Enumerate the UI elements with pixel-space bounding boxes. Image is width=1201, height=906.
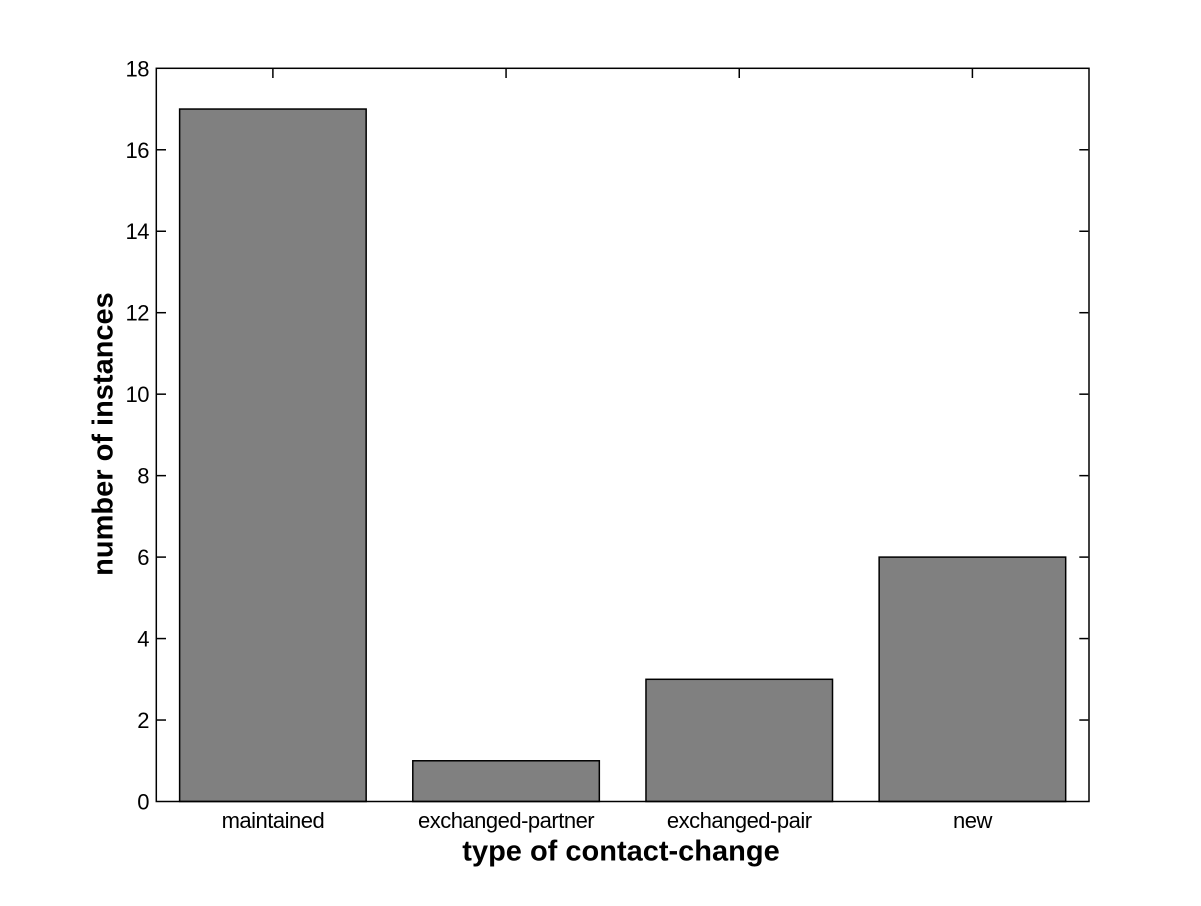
- svg-text:new: new: [953, 808, 992, 833]
- svg-text:14: 14: [126, 219, 150, 244]
- svg-text:6: 6: [137, 545, 149, 570]
- svg-text:exchanged-partner: exchanged-partner: [418, 808, 594, 833]
- svg-text:10: 10: [126, 382, 150, 407]
- svg-text:12: 12: [126, 301, 150, 326]
- svg-text:number of instances: number of instances: [88, 292, 120, 576]
- svg-text:0: 0: [137, 790, 149, 815]
- svg-text:18: 18: [126, 56, 150, 81]
- svg-text:2: 2: [137, 708, 149, 733]
- svg-text:8: 8: [137, 464, 149, 489]
- svg-text:16: 16: [126, 138, 150, 163]
- svg-text:4: 4: [137, 627, 149, 652]
- svg-text:maintained: maintained: [222, 808, 325, 833]
- svg-text:exchanged-pair: exchanged-pair: [667, 808, 812, 833]
- svg-text:type of contact-change: type of contact-change: [462, 835, 779, 867]
